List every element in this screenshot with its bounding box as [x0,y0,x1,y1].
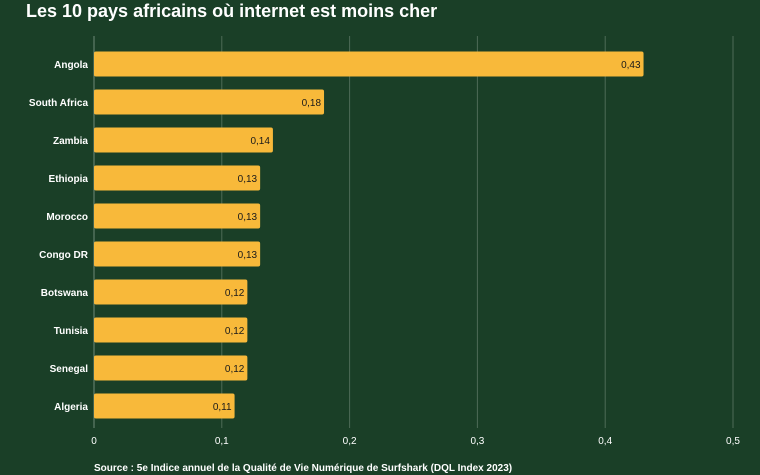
data-label: 0,18 [302,98,322,109]
data-label: 0,43 [621,60,641,71]
bar [94,355,248,381]
data-label: 0,13 [238,174,258,185]
category-label: Algeria [54,402,88,413]
x-tick-label: 0,3 [470,436,484,447]
category-label: Senegal [50,364,89,375]
category-label: South Africa [29,98,89,109]
category-label: Botswana [41,288,89,299]
bar [94,241,261,267]
category-label: Tunisia [54,326,89,337]
data-label: 0,12 [225,288,245,299]
category-label: Morocco [46,212,88,223]
bar [94,393,235,419]
data-label: 0,11 [213,402,232,413]
category-label: Ethiopia [49,174,89,185]
data-label: 0,13 [238,212,258,223]
bar [94,317,248,343]
bar [94,203,261,229]
x-tick-label: 0,5 [726,436,740,447]
x-tick-label: 0,1 [215,436,229,447]
source-note: Source : 5e Indice annuel de la Qualité … [94,463,513,474]
category-label: Congo DR [39,250,89,261]
x-tick-label: 0,4 [598,436,612,447]
bar [94,165,261,191]
bar [94,127,273,153]
data-label: 0,13 [238,250,258,261]
category-label: Angola [54,60,88,71]
x-tick-label: 0,2 [343,436,357,447]
bars: 0,43 0,18 0,14 0,13 0,13 0,13 0,12 0,12 0,12 0,11 [94,51,644,419]
data-label: 0,12 [225,364,245,375]
x-tick-label: 0 [91,436,97,447]
category-labels: Angola South Africa Zambia Ethiopia Morocco C… [29,60,89,413]
data-label: 0,12 [225,326,245,337]
x-axis-ticks: 0 0,1 0,2 0,3 0,4 0,5 [91,436,740,447]
bar [94,279,248,305]
chart-title: Les 10 pays africains où internet est mo… [26,1,438,21]
bar [94,51,644,77]
data-label: 0,14 [250,136,270,147]
bar [94,89,325,115]
category-label: Zambia [53,136,88,147]
